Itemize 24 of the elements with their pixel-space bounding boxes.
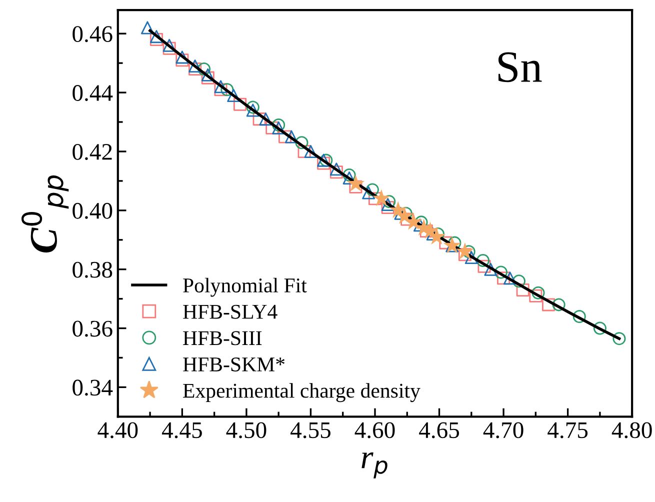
legend-label: HFB-SIII [183,331,262,346]
y-tick-label: 0.34 [72,380,113,396]
y-tick-label: 0.42 [72,144,112,160]
y-tick-label: 0.40 [72,202,112,219]
y-axis-title: C$^{0}$$_{pp}$ [21,175,69,252]
x-tick-label: 4.40 [98,422,138,438]
legend-label: Polynomial Fit [183,278,307,297]
y-tick-label: 0.46 [72,26,112,42]
x-tick-label: 4.75 [548,422,588,438]
legend-label: HFB-SLY4 [183,304,278,319]
x-tick-label: 4.60 [354,422,395,438]
x-tick-label: 4.45 [162,422,202,438]
legend-label: Experimental charge density [183,383,420,402]
x-tick-label: 4.55 [290,422,330,438]
x-tick-label: 4.65 [419,422,459,438]
x-tick-label: 4.70 [483,422,524,438]
annotation: Sn [498,52,542,82]
y-tick-label: 0.36 [72,320,112,337]
legend-label: HFB-SKM* [183,357,285,372]
y-tick-label: 0.38 [72,262,112,278]
x-tick-label: 4.80 [612,422,652,438]
y-tick-label: 0.44 [72,85,113,102]
x-axis-title: r$_{p}$ [362,452,388,478]
x-tick-label: 4.50 [226,422,266,438]
